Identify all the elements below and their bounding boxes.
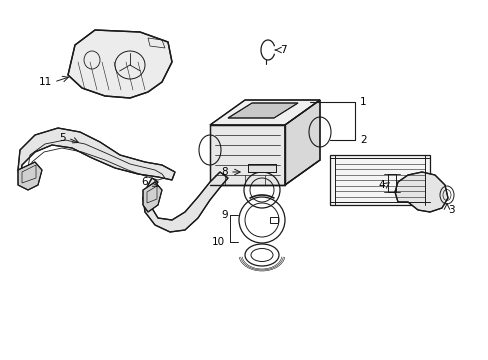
Text: 6: 6 xyxy=(141,177,148,187)
Polygon shape xyxy=(247,164,275,172)
Polygon shape xyxy=(227,103,297,118)
Polygon shape xyxy=(394,172,447,212)
Polygon shape xyxy=(18,162,42,190)
Polygon shape xyxy=(18,128,175,185)
Polygon shape xyxy=(142,172,227,232)
Polygon shape xyxy=(209,125,285,185)
Polygon shape xyxy=(329,155,429,205)
Polygon shape xyxy=(142,182,162,212)
Polygon shape xyxy=(68,30,172,98)
Polygon shape xyxy=(285,100,319,185)
Text: 2: 2 xyxy=(359,135,366,145)
Text: 7: 7 xyxy=(280,45,286,55)
Text: 5: 5 xyxy=(59,133,66,143)
Text: 4: 4 xyxy=(378,180,384,190)
Text: 10: 10 xyxy=(211,237,224,247)
Text: 11: 11 xyxy=(39,77,52,87)
Text: 1: 1 xyxy=(359,97,366,107)
Polygon shape xyxy=(209,100,319,125)
Text: 8: 8 xyxy=(221,167,227,177)
Text: 3: 3 xyxy=(447,205,454,215)
Text: 9: 9 xyxy=(221,210,227,220)
